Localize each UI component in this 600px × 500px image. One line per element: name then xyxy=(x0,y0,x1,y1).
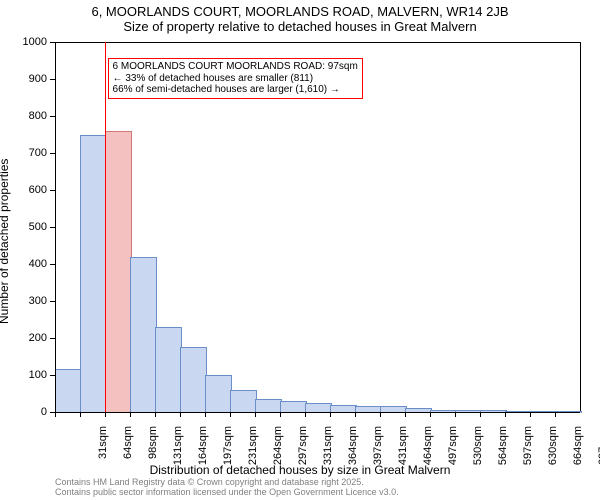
chart-container: 6, MOORLANDS COURT, MOORLANDS ROAD, MALV… xyxy=(0,0,600,500)
callout-line-2: ← 33% of detached houses are smaller (81… xyxy=(113,73,358,85)
x-tick xyxy=(205,412,206,417)
title-block: 6, MOORLANDS COURT, MOORLANDS ROAD, MALV… xyxy=(0,4,600,34)
x-tick xyxy=(430,412,431,417)
histogram-bar xyxy=(255,399,282,413)
histogram-bar xyxy=(180,347,207,413)
x-axis-title: Distribution of detached houses by size … xyxy=(0,463,600,477)
y-tick-label: 200 xyxy=(0,332,47,344)
x-axis-line xyxy=(55,412,580,413)
x-tick xyxy=(355,412,356,417)
x-tick xyxy=(455,412,456,417)
x-tick xyxy=(555,412,556,417)
x-tick xyxy=(155,412,156,417)
x-tick xyxy=(505,412,506,417)
x-tick xyxy=(80,412,81,417)
y-tick xyxy=(50,375,55,376)
chart-title-line1: 6, MOORLANDS COURT, MOORLANDS ROAD, MALV… xyxy=(0,4,600,19)
y-tick xyxy=(50,116,55,117)
histogram-bar xyxy=(55,369,82,413)
x-tick xyxy=(405,412,406,417)
y-tick-label: 100 xyxy=(0,369,47,381)
histogram-bar xyxy=(230,390,257,413)
y-tick-label: 700 xyxy=(0,147,47,159)
x-tick xyxy=(280,412,281,417)
x-tick xyxy=(530,412,531,417)
y-tick xyxy=(50,301,55,302)
x-tick xyxy=(305,412,306,417)
y-tick xyxy=(50,153,55,154)
y-tick-label: 1000 xyxy=(0,36,47,48)
x-tick xyxy=(180,412,181,417)
y-axis-title-text: Number of detached properties xyxy=(0,159,11,324)
footer-line-2: Contains public sector information licen… xyxy=(55,488,399,498)
y-tick xyxy=(50,42,55,43)
histogram-bar xyxy=(130,257,157,413)
x-tick xyxy=(330,412,331,417)
y-tick xyxy=(50,227,55,228)
reference-line xyxy=(105,42,106,412)
histogram-bar xyxy=(80,135,107,414)
y-axis-line xyxy=(55,42,56,412)
footer-attribution: Contains HM Land Registry data © Crown c… xyxy=(55,478,399,498)
chart-title-line2: Size of property relative to detached ho… xyxy=(0,19,600,34)
callout-box: 6 MOORLANDS COURT MOORLANDS ROAD: 97sqm … xyxy=(108,58,363,99)
x-tick xyxy=(380,412,381,417)
x-tick xyxy=(480,412,481,417)
x-tick xyxy=(55,412,56,417)
histogram-bar xyxy=(155,327,182,413)
x-tick xyxy=(130,412,131,417)
y-axis-title: Number of detached properties xyxy=(0,159,11,324)
bars-group xyxy=(55,43,580,413)
y-tick xyxy=(50,338,55,339)
x-tick xyxy=(105,412,106,417)
y-tick-label: 800 xyxy=(0,110,47,122)
y-tick xyxy=(50,190,55,191)
y-tick-label: 0 xyxy=(0,406,47,418)
x-tick xyxy=(255,412,256,417)
y-tick xyxy=(50,264,55,265)
y-tick-label: 900 xyxy=(0,73,47,85)
callout-line-1: 6 MOORLANDS COURT MOORLANDS ROAD: 97sqm xyxy=(113,61,358,73)
x-tick xyxy=(230,412,231,417)
histogram-bar xyxy=(205,375,232,413)
y-tick xyxy=(50,79,55,80)
histogram-bar xyxy=(105,131,132,413)
callout-line-3: 66% of semi-detached houses are larger (… xyxy=(113,84,358,96)
